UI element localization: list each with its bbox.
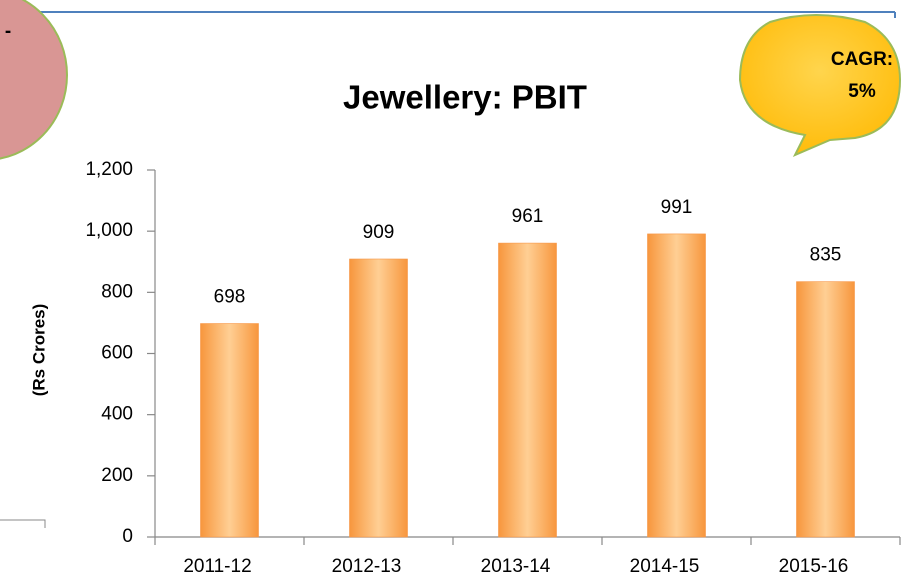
annotation: 5% — [848, 81, 876, 102]
bar — [647, 233, 706, 538]
data-label: 698 — [214, 287, 246, 308]
y-axis-label: (Rs Crores) — [29, 304, 48, 397]
y-tick-label: 0 — [122, 526, 133, 547]
y-tick-label: 1,000 — [85, 220, 133, 241]
x-tick-label: 2012-13 — [332, 556, 402, 577]
data-label: 835 — [810, 245, 842, 266]
data-label: 909 — [363, 222, 395, 243]
x-tick-label: 2015-16 — [779, 556, 849, 577]
bar — [796, 281, 855, 538]
callout-circle — [0, 0, 68, 160]
chart-title: Jewellery: PBIT — [343, 79, 587, 116]
y-tick-label: 400 — [101, 404, 133, 425]
annotation: CAGR: — [831, 49, 893, 70]
x-tick-label: 2011-12 — [183, 556, 251, 577]
data-label: 961 — [512, 206, 544, 227]
frame-line — [0, 519, 46, 528]
bar — [200, 323, 259, 538]
x-tick-label: 2014-15 — [630, 556, 700, 577]
y-tick-label: 800 — [101, 281, 133, 302]
annotation: - — [5, 21, 11, 42]
x-tick-label: 2013-14 — [481, 556, 551, 577]
data-label: 991 — [661, 197, 693, 218]
speech-bubble — [738, 14, 902, 157]
y-tick-label: 1,200 — [85, 159, 133, 180]
y-tick-label: 200 — [101, 465, 133, 486]
bar — [498, 242, 557, 538]
y-tick-label: 600 — [101, 343, 133, 364]
bar — [349, 258, 408, 538]
